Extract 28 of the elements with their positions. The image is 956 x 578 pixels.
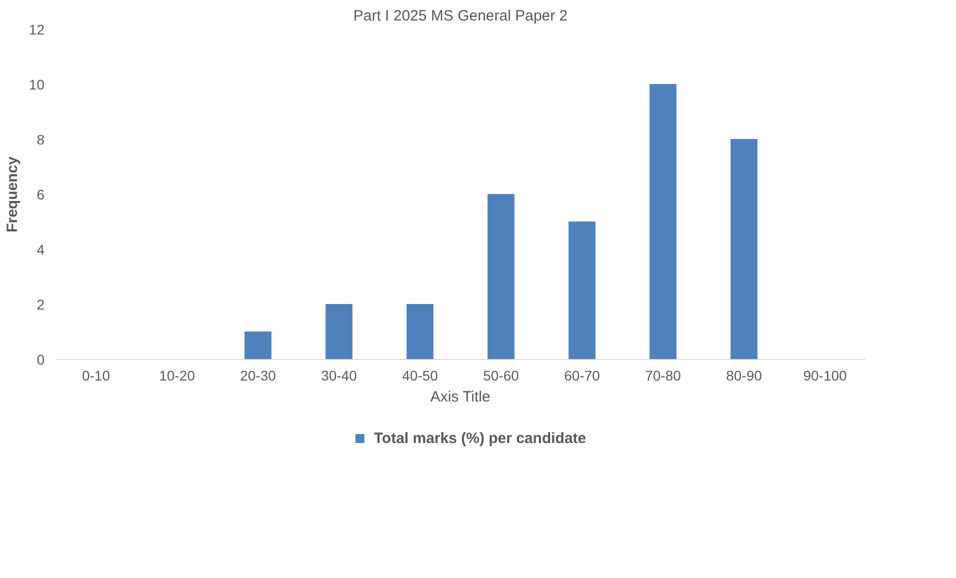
x-axis-title: Axis Title <box>430 388 490 406</box>
bar <box>650 84 676 360</box>
x-tick-label: 10-20 <box>159 368 196 384</box>
x-tick-label: 40-50 <box>402 368 438 384</box>
y-tick-label: 6 <box>36 186 45 202</box>
x-tick-label: 90-100 <box>803 368 848 384</box>
legend-label: Total marks (%) per candidate <box>374 430 586 446</box>
x-tick-label: 50-60 <box>483 368 520 384</box>
bar <box>730 139 758 360</box>
x-tick-label: 20-30 <box>240 368 276 384</box>
chart-title: Part I 2025 MS General Paper 2 <box>353 8 568 24</box>
x-tick-label: 0-10 <box>82 368 110 384</box>
y-tick-label: 4 <box>36 242 45 258</box>
x-tick-label: 60-70 <box>564 368 600 384</box>
y-tick-label: 8 <box>36 132 45 148</box>
bar <box>568 222 596 360</box>
bar <box>406 304 434 360</box>
bar <box>244 332 272 360</box>
x-tick-label: 80-90 <box>726 368 762 384</box>
bar <box>326 304 352 360</box>
y-axis-title: Frequency <box>4 156 21 232</box>
bar <box>488 194 514 360</box>
x-tick-label: 70-80 <box>645 368 682 384</box>
x-tick-label: 30-40 <box>321 368 358 384</box>
y-tick-label: 2 <box>36 296 45 312</box>
y-tick-label: 12 <box>28 22 45 38</box>
y-tick-label: 10 <box>28 76 45 92</box>
y-tick-label: 0 <box>36 352 45 368</box>
